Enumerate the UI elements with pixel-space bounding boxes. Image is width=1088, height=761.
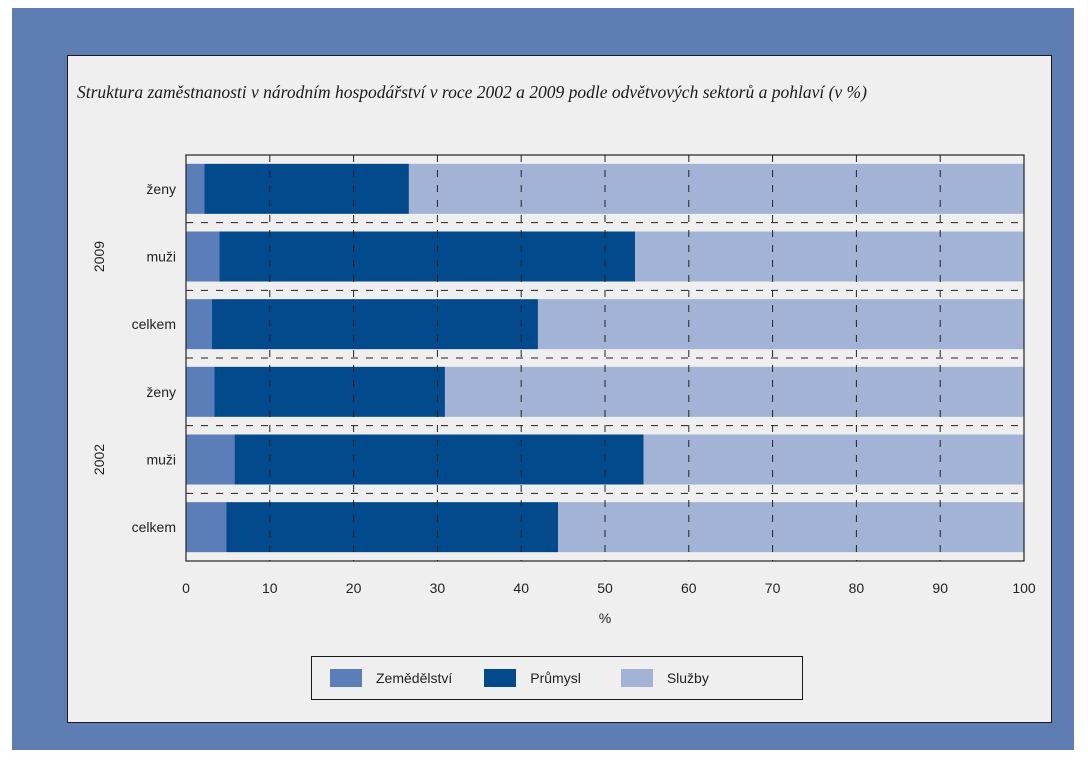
legend-label-prumysl: Průmysl	[530, 670, 581, 686]
category-label-1: muži	[146, 249, 176, 265]
category-label-2: celkem	[132, 316, 176, 332]
x-tick-label-70: 70	[765, 580, 781, 596]
category-label-0: ženy	[146, 181, 176, 197]
bar-průmysl-3	[214, 366, 445, 417]
bar-průmysl-0	[204, 163, 409, 214]
chart-svg: 0 10 20 30 40 50 60 70 80 90 100% ženy muži celkem žen…	[91, 154, 1036, 626]
bar-zemědělství-4	[186, 434, 235, 485]
x-tick-label-60: 60	[681, 580, 697, 596]
bar-průmysl-1	[219, 231, 636, 282]
x-tick-label-0: 0	[182, 580, 190, 596]
outer-frame: Struktura zaměstnanosti v národním hospo…	[12, 8, 1074, 750]
bar-průmysl-4	[234, 434, 644, 485]
legend-item-sluzby: Služby	[620, 669, 709, 687]
bar-služby-2	[537, 299, 1024, 350]
legend-swatch-prumysl	[484, 669, 517, 687]
bar-služby-1	[635, 231, 1024, 282]
bar-zemědělství-0	[186, 163, 205, 214]
bar-služby-5	[558, 502, 1024, 553]
bar-zemědělství-5	[186, 502, 227, 553]
x-axis-label: %	[599, 610, 611, 626]
chart-panel: Struktura zaměstnanosti v národním hospo…	[67, 55, 1052, 723]
legend-label-zemedelstvi: Zemědělství	[376, 670, 453, 686]
bar-zemědělství-2	[186, 299, 212, 350]
x-tick-label-30: 30	[430, 580, 446, 596]
x-tick-label-100: 100	[1012, 580, 1036, 596]
bar-služby-3	[444, 366, 1024, 417]
category-label-5: celkem	[132, 519, 176, 535]
bar-průmysl-5	[226, 502, 559, 553]
x-tick-label-90: 90	[932, 580, 948, 596]
legend-label-sluzby: Služby	[666, 670, 709, 686]
bar-zemědělství-3	[186, 366, 215, 417]
x-tick-label-80: 80	[849, 580, 865, 596]
category-label-3: ženy	[146, 384, 176, 400]
bar-průmysl-2	[211, 299, 538, 350]
group-label-2002: 2002	[91, 444, 107, 475]
x-tick-label-40: 40	[513, 580, 529, 596]
x-tick-label-10: 10	[262, 580, 278, 596]
legend: Zemědělství Průmysl Služby	[311, 656, 803, 700]
bar-zemědělství-1	[186, 231, 220, 282]
x-tick-label-50: 50	[597, 580, 613, 596]
category-label-4: muži	[146, 452, 176, 468]
legend-item-zemedelstvi: Zemědělství	[330, 669, 452, 687]
group-label-2009: 2009	[91, 241, 107, 272]
legend-swatch-sluzby	[620, 669, 653, 687]
x-tick-label-20: 20	[346, 580, 362, 596]
legend-swatch-zemedelstvi	[330, 669, 362, 687]
bar-služby-4	[643, 434, 1024, 485]
legend-item-prumysl: Průmysl	[484, 669, 581, 687]
chart-title: Struktura zaměstnanosti v národním hospo…	[77, 82, 867, 102]
bar-služby-0	[408, 163, 1025, 214]
plot-frame	[185, 154, 1025, 562]
